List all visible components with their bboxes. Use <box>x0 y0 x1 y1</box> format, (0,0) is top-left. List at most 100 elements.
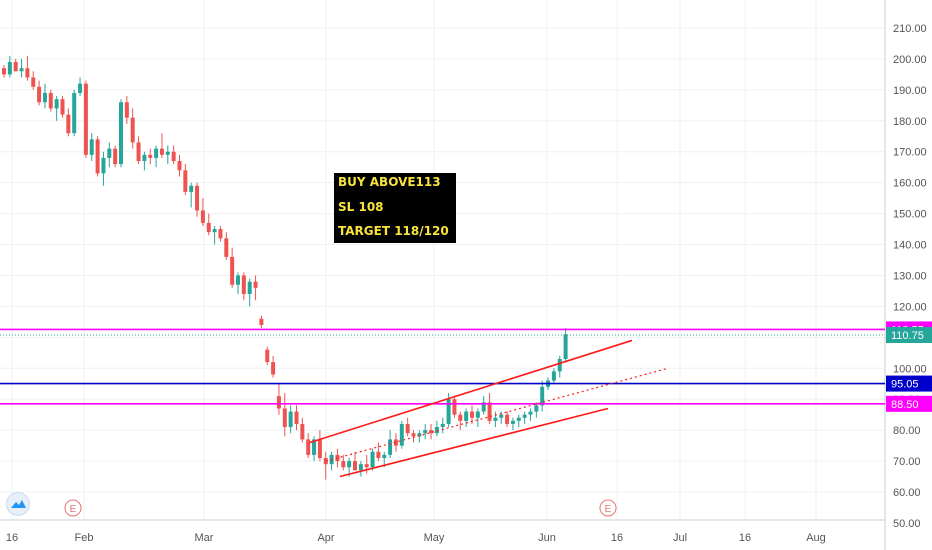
candle-body <box>522 414 527 418</box>
candle-body <box>312 439 317 455</box>
candle-body <box>189 185 194 192</box>
candle-body <box>393 439 398 446</box>
channel-upper-line <box>309 339 633 444</box>
candle-body <box>551 371 556 381</box>
candle-body <box>563 334 568 359</box>
candle-body <box>470 411 474 418</box>
y-tick-label: 120.00 <box>893 301 927 313</box>
candle-body <box>7 62 12 75</box>
candle-body <box>259 318 264 325</box>
candle-body <box>499 414 504 418</box>
candle-body <box>300 423 305 440</box>
candle-body <box>481 402 486 412</box>
candle-body <box>423 430 428 434</box>
candle-body <box>54 99 59 109</box>
x-tick-label: Apr <box>317 532 334 544</box>
y-tick-label: 170.00 <box>893 147 927 159</box>
tradingview-logo[interactable] <box>6 492 30 516</box>
y-tick-label: 210.00 <box>893 23 927 35</box>
x-tick-label: Mar <box>195 532 214 544</box>
candle-body <box>253 281 258 288</box>
earnings-marker <box>599 499 617 517</box>
y-tick-label: 60.00 <box>893 487 921 499</box>
candle-body <box>528 411 533 415</box>
candle-body <box>101 157 106 174</box>
candle-body <box>382 454 387 458</box>
candle-body <box>265 349 270 363</box>
candle-body <box>516 417 521 421</box>
candle-body <box>271 362 276 375</box>
x-tick-label: Aug <box>806 532 826 544</box>
mountain-icon <box>11 500 26 508</box>
candle-body <box>323 457 328 465</box>
candle-body <box>95 139 100 174</box>
candle-body <box>358 464 363 471</box>
y-tick-label: 160.00 <box>893 178 927 190</box>
candle-body <box>417 433 422 437</box>
candle-body <box>288 411 293 428</box>
note-buy-above: BUY ABOVE113 <box>338 175 441 189</box>
y-tick-label: 70.00 <box>893 456 921 468</box>
candle-body <box>411 433 416 437</box>
y-tick-label: 140.00 <box>893 240 927 252</box>
channel-lower-line <box>339 407 609 478</box>
candle-body <box>19 68 24 72</box>
candle-body <box>48 92 53 109</box>
candle-body <box>154 148 159 158</box>
y-tick-label: 190.00 <box>893 85 927 97</box>
candle-body <box>89 139 94 155</box>
candle-body <box>376 451 381 458</box>
candle-body <box>212 229 217 233</box>
candle-body <box>317 439 322 458</box>
candle-body <box>540 386 545 406</box>
candle-body <box>136 142 141 162</box>
candle-body <box>458 414 463 421</box>
candle-body <box>2 68 6 75</box>
candle-body <box>177 161 182 171</box>
level-price-tag <box>886 375 932 392</box>
candle-body <box>247 281 252 295</box>
candle-body <box>148 154 153 158</box>
note-stop-loss: SL 108 <box>338 200 384 214</box>
candle-body <box>60 99 65 115</box>
earnings-marker-label: E <box>70 504 77 515</box>
candle-body <box>347 461 352 468</box>
candle-body <box>341 461 346 468</box>
candle-body <box>230 256 235 285</box>
candle-body <box>200 210 205 223</box>
y-tick-label: 200.00 <box>893 54 927 66</box>
candle-body <box>165 151 170 155</box>
candle-body <box>241 275 246 295</box>
candle-body <box>434 427 439 434</box>
candle-body <box>142 154 147 162</box>
candle-body <box>236 275 240 285</box>
candle-body <box>183 170 188 192</box>
candle-body <box>429 430 434 434</box>
channel-mid-line <box>325 367 669 462</box>
candle-body <box>510 420 515 424</box>
candle-body <box>282 408 287 428</box>
candle-body <box>25 68 30 78</box>
candle-body <box>218 229 223 239</box>
candle-body <box>206 222 211 233</box>
y-tick-label: 180.00 <box>893 116 927 128</box>
y-tick-label: 50.00 <box>893 518 921 530</box>
candle-body <box>124 102 129 118</box>
candle-body <box>171 151 176 162</box>
x-tick-label: Jul <box>673 532 687 544</box>
x-tick-label: May <box>424 532 445 544</box>
candle-body <box>113 148 118 165</box>
candle-body <box>475 411 480 418</box>
level-price-label: 95.05 <box>891 379 919 391</box>
level-price-tag <box>886 395 932 412</box>
candle-body <box>294 411 299 424</box>
candle-body <box>534 405 539 412</box>
level-price-label: 88.50 <box>891 399 919 411</box>
candle-body <box>78 83 83 93</box>
last-price-tag <box>886 327 932 344</box>
candle-body <box>493 417 498 421</box>
candle-body <box>42 92 47 103</box>
x-tick-label: 16 <box>739 532 751 544</box>
earnings-marker-label: E <box>605 504 612 515</box>
